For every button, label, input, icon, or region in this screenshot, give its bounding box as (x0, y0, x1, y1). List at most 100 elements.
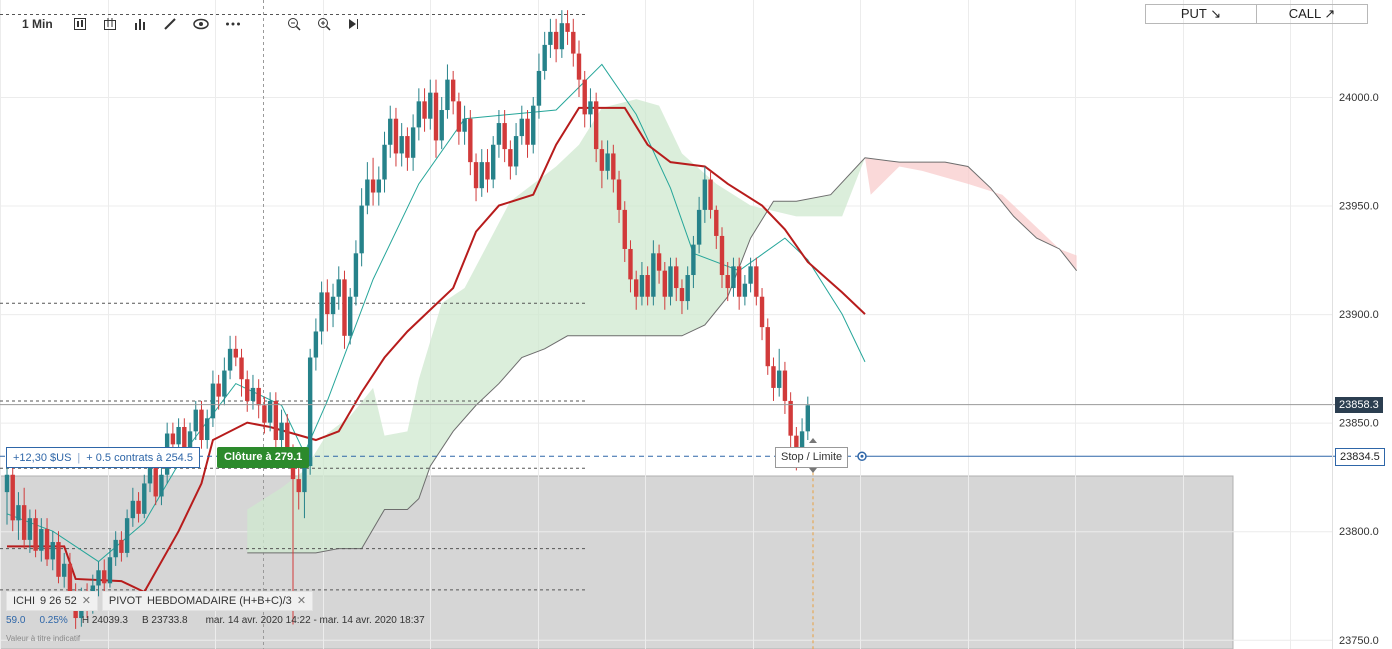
timeframe-selector[interactable]: 1 Min (22, 17, 53, 31)
candle (319, 281, 324, 345)
candle-body (147, 461, 153, 484)
candle-body (153, 461, 158, 497)
candle-body (639, 275, 645, 297)
candle (565, 10, 570, 45)
indicator-name: ICHI (13, 595, 35, 607)
candle (365, 162, 370, 215)
pencil-icon[interactable] (163, 17, 177, 31)
candle-body (44, 529, 50, 560)
candles-icon[interactable] (73, 17, 87, 31)
candle-body (428, 92, 433, 119)
candle-body (313, 331, 319, 358)
indicator-params: HEBDOMADAIRE (H+B+C)/3 (146, 595, 292, 607)
close-icon[interactable]: ✕ (296, 595, 307, 607)
candle (416, 88, 422, 141)
candle-body (668, 266, 673, 297)
candle (273, 392, 279, 454)
candle-body (496, 123, 502, 145)
candle (662, 261, 667, 310)
more-icon[interactable] (225, 17, 241, 31)
candle-body (485, 162, 490, 180)
candle (702, 166, 708, 223)
candle (708, 170, 713, 219)
candle-body (10, 474, 15, 521)
candle-body (593, 101, 599, 150)
candle (719, 227, 725, 289)
zoom-out-icon[interactable] (287, 17, 301, 31)
candle-body (182, 426, 187, 449)
candle (136, 492, 141, 523)
candle (4, 461, 10, 525)
info-date-range: mar. 14 avr. 2020 14:22 - mar. 14 avr. 2… (205, 615, 425, 626)
candle-body (205, 418, 210, 441)
candle-body (353, 253, 359, 297)
close-position-button[interactable]: Clôture à 279.1 (217, 447, 310, 468)
candle-body (685, 275, 690, 302)
candle-body (210, 383, 216, 419)
info-value-1: 59.0 (6, 615, 26, 626)
candle (227, 335, 233, 380)
stop-down-arrow-icon (809, 468, 817, 473)
candle (16, 492, 21, 540)
call-button[interactable]: CALL ↗ (1256, 5, 1367, 23)
candle-body (233, 348, 238, 358)
candle-body (450, 79, 456, 102)
candle (656, 244, 662, 284)
candle-body (725, 275, 730, 289)
close-icon[interactable]: ✕ (81, 595, 91, 607)
candle (307, 348, 313, 475)
candle-body (107, 557, 113, 584)
candle (222, 357, 227, 406)
candle-body (548, 31, 553, 45)
candle (388, 105, 393, 158)
candle-body (531, 105, 536, 145)
zoom-in-icon[interactable] (317, 17, 331, 31)
candle (754, 257, 759, 306)
candle-body (142, 483, 147, 514)
candle (588, 88, 593, 128)
candle (731, 257, 736, 297)
play-icon[interactable] (347, 17, 359, 31)
stop-up-arrow-icon (809, 438, 817, 443)
candle-body (285, 422, 290, 454)
candle-body (273, 400, 279, 441)
candle (382, 131, 387, 193)
candle-body (16, 505, 21, 521)
stop-limit-button[interactable]: Stop / Limite (775, 447, 849, 468)
candle-body (4, 474, 10, 493)
candle-body (399, 136, 404, 154)
position-summary[interactable]: +12,30 $US | + 0.5 contrats à 254.5 (6, 447, 200, 468)
candle-body (462, 118, 467, 132)
candle-body (376, 179, 381, 193)
candle-body (691, 244, 696, 276)
candle-body (799, 431, 805, 458)
candle-body (359, 205, 364, 254)
candle (44, 518, 50, 566)
candle (279, 409, 284, 449)
put-button[interactable]: PUT ↘ (1180, 6, 1222, 21)
indicators-icon[interactable] (133, 17, 147, 31)
candle-body (365, 179, 370, 206)
candle (433, 79, 439, 158)
candle-body (508, 149, 513, 167)
indicator-chip-pivot[interactable]: PIVOT HEBDOMADAIRE (H+B+C)/3 ✕ (101, 591, 314, 611)
candle-body (731, 266, 736, 289)
candle (256, 379, 261, 419)
candle-body (319, 292, 324, 332)
candle-body (765, 327, 770, 367)
candle-body (222, 370, 227, 397)
candle-body (96, 570, 101, 586)
indicator-chip-ichimoku[interactable]: ICHI 9 26 52 ✕ (6, 591, 98, 611)
candle-body (759, 296, 765, 328)
candle (593, 92, 599, 163)
candle (622, 201, 627, 262)
bars-icon[interactable] (103, 17, 117, 31)
candle-body (536, 70, 542, 106)
candle (193, 400, 198, 441)
candle-body (656, 253, 662, 271)
candle (742, 275, 748, 306)
candle (27, 509, 33, 553)
price-axis-tick-label: 24000.0 (1339, 92, 1379, 104)
eye-icon[interactable] (192, 17, 209, 31)
